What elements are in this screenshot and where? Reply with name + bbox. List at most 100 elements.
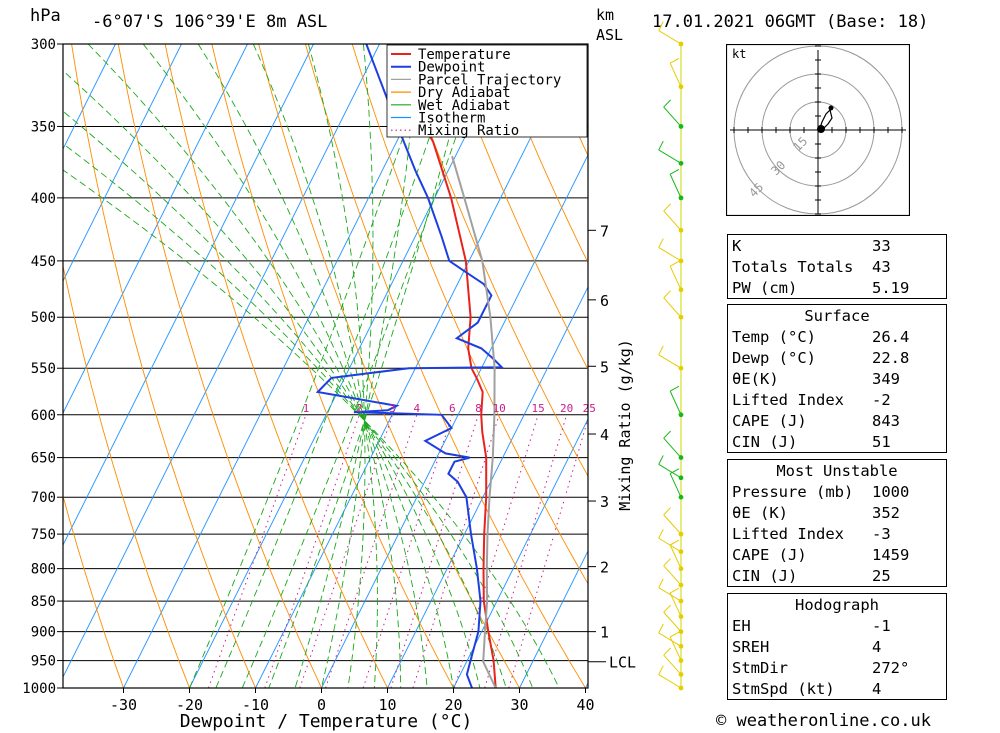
index-value: -1 [872, 616, 891, 635]
unit-km-label: km [596, 6, 615, 24]
surface-table: Surface Temp (°C) 26.4 Dewp (°C) 22.8 θE(K… [727, 304, 947, 453]
wet-adiabat-line [63, 110, 507, 688]
pressure-tick-label: 350 [31, 119, 56, 135]
pressure-tick-label: 800 [31, 562, 56, 578]
wind-barb-staff [663, 514, 682, 535]
wind-barb-flag [669, 260, 680, 267]
index-value: 43 [872, 257, 891, 276]
wind-barb-staff [658, 587, 682, 602]
index-label: Lifted Index [732, 524, 844, 543]
wind-barb-flag [658, 345, 664, 356]
wind-barb-staff [669, 473, 682, 498]
wind-barb-staff [663, 611, 682, 632]
dry-adiabat-line [117, 44, 322, 688]
mixing-ratio-line [484, 414, 568, 688]
temperature-line [423, 125, 497, 688]
pressure-tick-label: 450 [31, 254, 56, 270]
height-tick-label: 3 [600, 493, 609, 511]
wind-barb-flag [663, 290, 672, 299]
mixing-ratio-label: 8 [475, 402, 482, 415]
mixing-ratio-label: 4 [413, 402, 420, 415]
wet-adiabat-line [268, 44, 475, 688]
x-tick-label: 20 [444, 696, 462, 714]
copyright-link[interactable]: © weatheronline.co.uk [716, 711, 931, 731]
wind-barb-staff [669, 390, 682, 415]
index-value: 349 [872, 369, 900, 388]
mixing-ratio-label: 1 [303, 402, 310, 415]
dry-adiabat-line [351, 44, 588, 585]
wind-barb-flag [669, 169, 680, 175]
pressure-tick-label: 600 [31, 408, 56, 424]
wind-barb-staff [669, 265, 682, 291]
index-value: -3 [872, 524, 891, 543]
isotherm-line [189, 44, 512, 688]
index-value: 272° [872, 658, 910, 677]
height-tick-label: LCL [609, 654, 636, 672]
wind-barb-flag [658, 529, 664, 539]
dewpoint-line [315, 44, 505, 688]
index-value: 1459 [872, 545, 910, 564]
mixing-ratio-label: 6 [449, 402, 456, 415]
index-label: Pressure (mb) [732, 482, 854, 501]
isotherm-line [453, 417, 588, 688]
wind-barb-flag [663, 99, 672, 108]
index-row: Lifted Index -2 [728, 389, 947, 410]
mixing-ratio-line [264, 414, 360, 688]
wind-barb-staff [669, 592, 682, 617]
pressure-tick-label: 1000 [22, 681, 56, 697]
mixing-ratio-label: 20 [560, 402, 573, 415]
wet-adiabat-line [252, 44, 378, 688]
wind-barb-staff [658, 149, 682, 164]
isotherm-line [321, 153, 588, 688]
mixing-ratio-label: 3 [389, 402, 396, 415]
index-label: StmSpd (kt) [732, 679, 835, 698]
legend-label: Temperature [418, 47, 511, 63]
pressure-tick-label: 850 [31, 594, 56, 610]
index-row: Totals Totals 43 [728, 256, 947, 277]
index-label: SREH [732, 637, 770, 656]
hodograph: kt 15 30 45 [726, 44, 910, 216]
index-row: CAPE (J) 843 [728, 410, 947, 431]
wet-adiabat-line [63, 169, 560, 688]
wet-adiabat-line [197, 44, 402, 688]
mixing-ratio-line [412, 414, 500, 688]
index-row: SREH 4 [728, 636, 947, 657]
height-tick-label: 2 [600, 559, 609, 577]
pressure-tick-label: 950 [31, 654, 56, 670]
hodograph-storm-motion [817, 125, 825, 133]
wind-barb-staff [663, 437, 682, 458]
height-tick-label: 4 [600, 426, 609, 444]
wind-barb-flag [663, 203, 672, 212]
wind-barb-staff [663, 210, 682, 231]
index-row: StmDir 272° [728, 657, 947, 678]
surface-section-title: Surface [804, 306, 870, 325]
index-row: CIN (J) 51 [728, 431, 947, 453]
index-label: Temp (°C) [732, 327, 816, 346]
index-value: 22.8 [872, 348, 910, 367]
index-label: CIN (J) [732, 432, 798, 451]
index-row: Temp (°C) 26.4 [728, 326, 947, 347]
index-value: 51 [872, 432, 891, 451]
height-tick-label: 7 [600, 222, 609, 240]
index-label: PW (cm) [732, 278, 798, 297]
unit-asl-label: ASL [596, 26, 624, 44]
hodograph-table: Hodograph EH -1 SREH 4 StmDir 272° StmSpd (… [727, 593, 947, 700]
x-axis-title: Dewpoint / Temperature (°C) [180, 711, 473, 732]
dry-adiabat-line [492, 44, 588, 264]
wind-barb-staff [658, 247, 682, 262]
wet-adiabat-line [307, 44, 366, 688]
pressure-tick-label: 550 [31, 361, 56, 377]
index-label: CAPE (J) [732, 545, 807, 564]
wind-barb-staff [663, 297, 682, 318]
wind-barb-flag [663, 507, 672, 516]
wind-barb-flag [658, 578, 664, 588]
legend-label: Parcel Trajectory [418, 72, 561, 88]
x-tick-label: 40 [576, 696, 594, 714]
mixing-ratio-line [325, 414, 418, 688]
wind-barb-staff [669, 62, 682, 88]
index-value: 4 [872, 637, 882, 656]
index-row: PW (cm) 5.19 [728, 277, 947, 299]
index-row: K 33 [728, 235, 947, 257]
index-row: CAPE (J) 1459 [728, 544, 947, 565]
pressure-tick-label: 400 [31, 191, 56, 207]
